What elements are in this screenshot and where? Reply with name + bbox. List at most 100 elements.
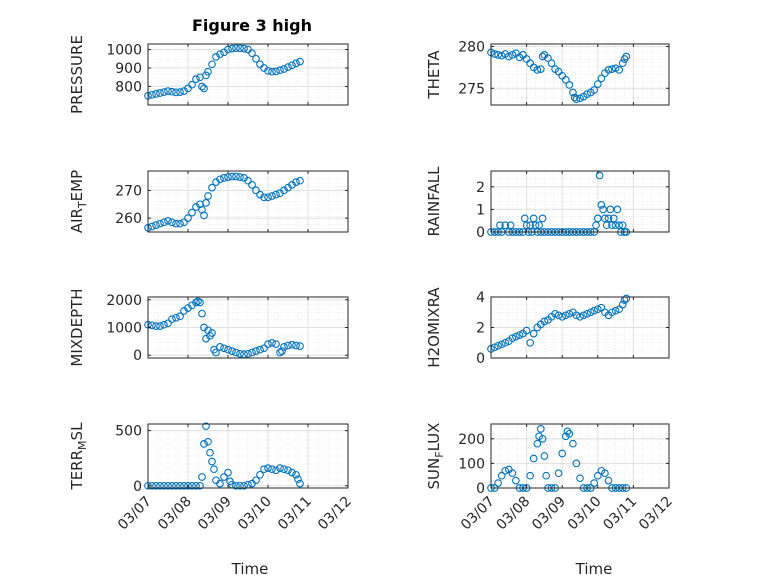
plot2-data-point xyxy=(204,192,212,200)
plot6-data-point xyxy=(206,448,214,457)
plot4-data-point xyxy=(296,342,304,350)
plot4-data-point xyxy=(280,343,288,351)
plot1-data-point xyxy=(590,86,599,94)
plot4-data-point xyxy=(228,347,236,355)
plot2-data-point xyxy=(172,219,180,228)
plot7-data-point xyxy=(508,469,517,478)
plot6-data-point xyxy=(168,481,176,490)
plot6-data-point xyxy=(220,473,228,481)
plot1-data-point xyxy=(536,65,545,73)
plot0-data-point xyxy=(152,90,160,98)
plot6-data-point xyxy=(204,437,212,446)
plot4-data-point xyxy=(196,298,204,307)
plot0-axes-box xyxy=(147,43,349,106)
plot5-data-point xyxy=(586,308,595,317)
plot5-data-point xyxy=(583,309,591,318)
plot5-data-point xyxy=(565,309,574,318)
plot1-data-point xyxy=(533,66,542,74)
plot6-data-point xyxy=(200,440,208,448)
plot7-data-point xyxy=(542,471,551,480)
plot2-data-point xyxy=(260,193,268,202)
plot7-data-point xyxy=(554,469,563,478)
plot3-data-point xyxy=(592,221,600,230)
plot2-axes-box xyxy=(147,170,349,233)
plot0-data-point xyxy=(204,67,212,76)
plot1-data-point xyxy=(526,59,535,68)
plot4-data-point xyxy=(248,348,256,357)
plot5-data-point xyxy=(529,329,538,338)
plot7-x-tick-label: 03/12 xyxy=(636,494,676,534)
plot3-data-point xyxy=(501,221,510,230)
plot4-data-point xyxy=(192,298,200,307)
plot0-data-point xyxy=(264,66,272,75)
plot3-data-point xyxy=(531,221,540,230)
plot6-x-tick-label: 03/12 xyxy=(315,494,355,534)
plot2-data-point xyxy=(202,199,210,207)
plot1-data-point xyxy=(494,51,502,59)
plot6-axes-box xyxy=(147,423,349,489)
plot1-data-point xyxy=(547,59,556,68)
plot6-data-point xyxy=(216,479,224,488)
plot5-data-point xyxy=(526,338,535,347)
plot1-data-point xyxy=(570,93,579,102)
plot6-data-point xyxy=(202,422,210,431)
plot2-y-tick-label: 260 xyxy=(115,211,142,227)
plot5-y-tick-label: 0 xyxy=(476,351,485,367)
plot4-data-point xyxy=(172,313,180,322)
plot5-data-point xyxy=(497,340,506,349)
plot0-data-point xyxy=(228,44,236,53)
plot3-y-tick-label: 1 xyxy=(476,202,485,218)
plot5-data-point xyxy=(618,300,627,309)
plot7-y-tick-label: 0 xyxy=(476,481,485,497)
plot6-data-point xyxy=(160,481,168,490)
plot5-y-tick-label: 2 xyxy=(476,321,485,337)
plot5-data-point xyxy=(593,305,602,314)
plot4-data-point xyxy=(194,297,202,306)
plot6-x-tick-label: 03/09 xyxy=(195,494,235,534)
plot5-data-point xyxy=(501,338,510,347)
plot7-data-point xyxy=(540,452,549,460)
plot5-data-point xyxy=(611,306,620,315)
plot6-y-tick-label: 500 xyxy=(115,424,142,440)
plot3-y-tick-label: 0 xyxy=(476,225,485,241)
plot5-data-point xyxy=(558,312,567,321)
plot0-data-point xyxy=(208,60,216,69)
plot0-data-point xyxy=(198,82,206,91)
plot2-data-point xyxy=(244,176,252,185)
plot2-data-point xyxy=(164,217,172,225)
plot6-data-point xyxy=(272,466,280,475)
plot7-data-point xyxy=(563,427,572,436)
plot0-data-point xyxy=(292,59,300,68)
plot4-data-point xyxy=(198,309,206,318)
plot6-data-point xyxy=(198,473,206,481)
plot6-data-point xyxy=(172,481,180,490)
plot2-data-point xyxy=(264,193,272,202)
subplot-terr-msl: 03/07 03/08 03/09 03/10 03/11 03/12 0 500 TERRMS… xyxy=(68,422,355,533)
plot0-data-point xyxy=(148,90,156,99)
plot7-data-point xyxy=(572,459,581,468)
plot6-data-point xyxy=(260,465,268,474)
plot1-data-point xyxy=(622,52,631,61)
plot1-y-axis-label: THETA xyxy=(425,50,443,100)
plot6-data-point xyxy=(188,481,196,490)
plot4-data-point xyxy=(152,322,160,330)
plot0-data-point xyxy=(248,49,256,58)
plot1-data-point xyxy=(618,59,627,68)
plot0-data-point xyxy=(188,80,196,89)
plot2-data-point xyxy=(296,176,304,185)
plot6-data-point xyxy=(164,481,172,490)
plot5-data-point xyxy=(572,311,581,320)
plot3-data-point xyxy=(615,221,624,230)
plot4-data-point xyxy=(292,341,300,350)
subplot-theta: 275 280 THETA xyxy=(425,40,670,106)
plot3-data-point xyxy=(538,214,547,223)
plot4-data-point xyxy=(208,329,216,337)
plot3-data-point xyxy=(595,171,604,180)
plot6-data-point xyxy=(184,481,192,490)
plot0-data-point xyxy=(236,44,244,53)
plot6-y-tick-label: 0 xyxy=(133,479,142,495)
plot3-data-point xyxy=(522,221,531,230)
plot0-data-point xyxy=(168,87,176,96)
plot2-data-point xyxy=(268,192,276,200)
